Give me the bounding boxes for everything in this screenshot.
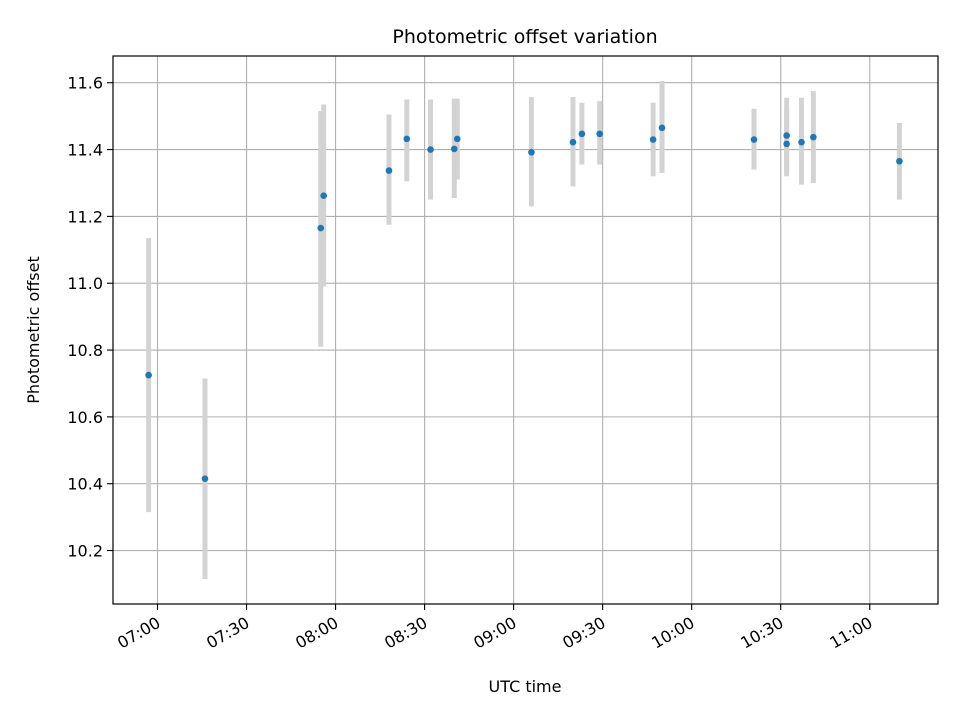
error-bars — [146, 81, 902, 579]
data-point — [896, 157, 903, 165]
y-axis-title: Photometric offset — [24, 256, 43, 404]
x-tick-label: 07:00 — [114, 613, 163, 653]
data-point — [528, 148, 535, 156]
x-tick-label: 08:00 — [292, 613, 341, 653]
data-point — [320, 192, 328, 199]
data-point — [810, 133, 817, 141]
y-axis-ticks: 10.2 10.4 10.6 10.8 11.0 11.2 11.4 11.6 — [67, 74, 113, 561]
grid-vertical — [156, 56, 871, 604]
data-point — [145, 371, 152, 379]
data-point — [596, 130, 603, 138]
data-point — [450, 145, 458, 153]
data-point — [578, 130, 586, 138]
x-tick-label: 07:30 — [203, 613, 252, 653]
data-points — [145, 124, 903, 482]
x-tick-label: 08:30 — [381, 613, 430, 653]
plot-frame — [112, 55, 939, 605]
data-point — [317, 224, 325, 232]
x-tick-label: 09:30 — [559, 613, 608, 653]
data-point — [427, 146, 434, 153]
y-tick-label: 10.6 — [67, 408, 103, 427]
data-point — [649, 136, 657, 143]
data-point — [798, 138, 805, 146]
y-tick-label: 10.4 — [67, 475, 103, 494]
data-point — [569, 138, 577, 146]
data-point — [201, 475, 209, 482]
x-tick-label: 09:00 — [470, 613, 519, 653]
data-point — [750, 136, 758, 143]
y-tick-label: 11.0 — [67, 274, 103, 293]
data-point — [403, 135, 411, 143]
data-point — [783, 132, 790, 139]
y-tick-label: 10.2 — [67, 542, 103, 561]
x-tick-label: 10:00 — [648, 613, 697, 653]
chart-title: Photometric offset variation — [392, 26, 657, 48]
x-tick-label: 11:00 — [826, 613, 875, 653]
x-tick-label: 10:30 — [737, 613, 786, 653]
data-point — [783, 140, 790, 148]
y-tick-label: 11.2 — [67, 207, 103, 226]
y-tick-label: 11.4 — [67, 141, 103, 160]
y-tick-label: 10.8 — [67, 341, 103, 360]
data-point — [385, 167, 393, 174]
data-point — [658, 124, 666, 132]
grid-horizontal — [113, 82, 938, 552]
data-point — [453, 135, 461, 143]
x-axis-ticks: 07:00 07:30 08:00 08:30 09:00 09:30 10:00 10:30… — [114, 604, 876, 653]
x-axis-title: UTC time — [489, 677, 562, 696]
y-tick-label: 11.6 — [67, 74, 103, 93]
